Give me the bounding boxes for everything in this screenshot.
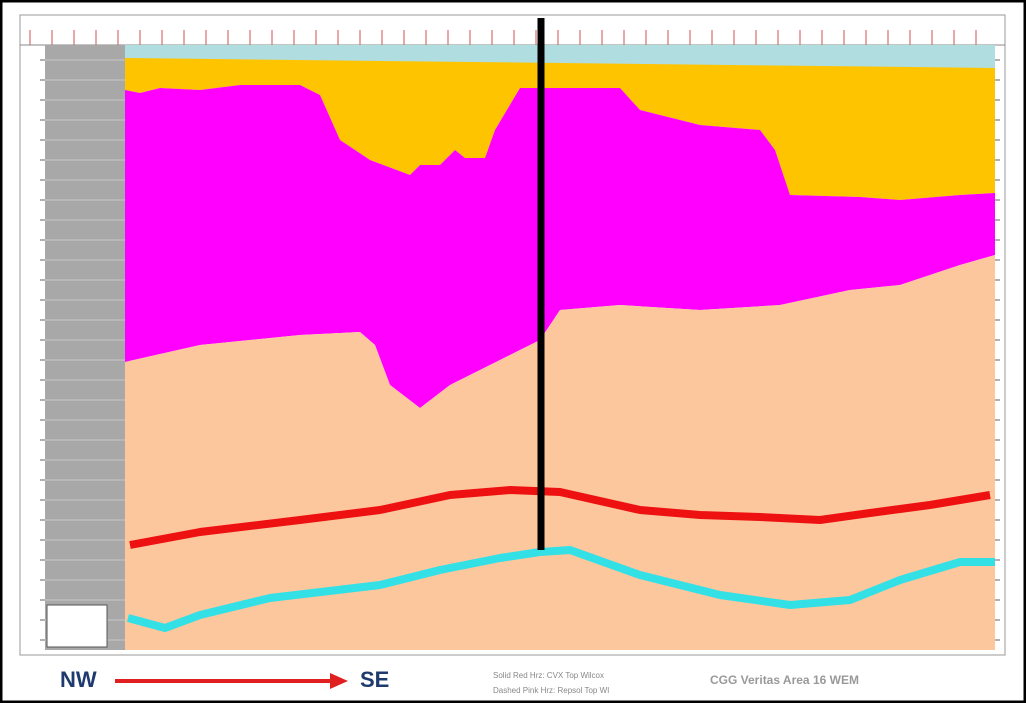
credit: CGG Veritas Area 16 WEM — [710, 673, 859, 687]
peach-layer — [125, 255, 995, 650]
legend-line: Solid Red Hrz: CVX Top Wilcox — [493, 671, 604, 680]
arrow-head — [330, 673, 348, 689]
gray-column — [45, 45, 125, 650]
orange-layer — [125, 58, 995, 200]
gray-column-lines — [45, 59, 125, 641]
cyan-horizon — [126, 546, 995, 632]
red-horizon — [129, 486, 991, 549]
direction-start: NW — [60, 667, 97, 692]
side-axes — [40, 59, 1000, 641]
direction-end: SE — [360, 667, 389, 692]
legend-line: Dashed Pink Hrz: Repsol Top WI — [493, 686, 609, 695]
magenta-layer — [125, 85, 995, 408]
info-box — [46, 604, 108, 648]
